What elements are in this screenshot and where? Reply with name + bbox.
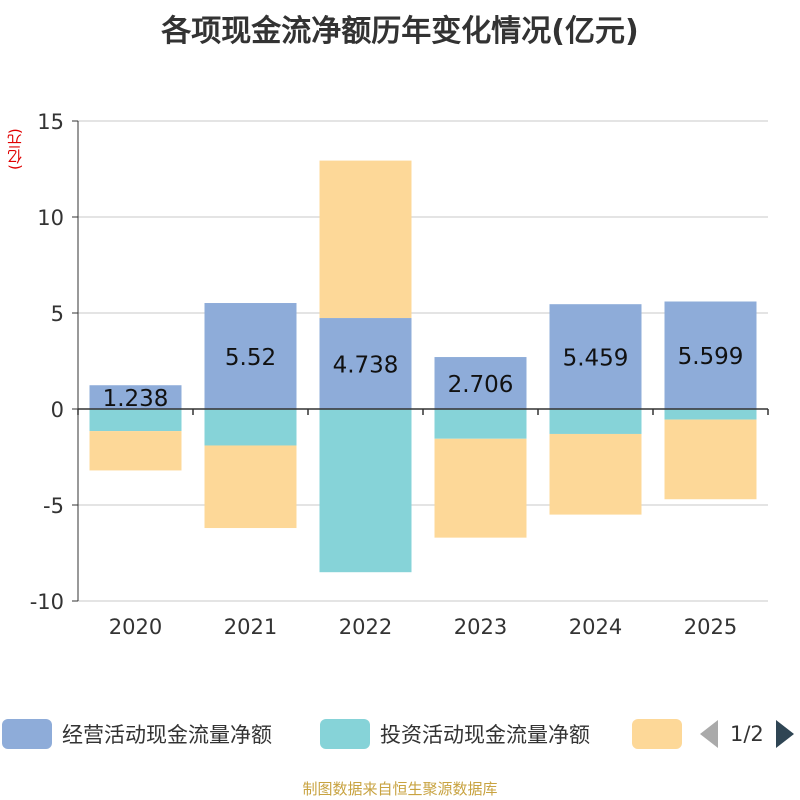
legend-page-indicator: 1/2	[730, 722, 764, 746]
bar-series2-2023	[434, 438, 527, 538]
bar-series0-2023	[434, 357, 527, 409]
legend-item-financing[interactable]	[632, 716, 682, 752]
bar-series2-2020	[89, 431, 182, 471]
bar-series0-2024	[549, 304, 642, 409]
bar-series1-2022	[319, 409, 412, 573]
y-tick-label: -5	[43, 494, 64, 518]
y-tick-label: 15	[37, 110, 64, 134]
legend-item-investing[interactable]: 投资活动现金流量净额	[320, 716, 590, 752]
data-label-2022: 4.738	[333, 353, 399, 379]
chart-title: 各项现金流净额历年变化情况(亿元)	[161, 14, 639, 49]
data-label-2020: 1.238	[103, 386, 169, 412]
y-tick-label: -10	[30, 590, 64, 614]
bar-series2-2021	[204, 445, 297, 529]
data-label-2023: 2.706	[448, 372, 514, 398]
data-label-2024: 5.459	[563, 346, 629, 372]
y-tick-label: 0	[51, 398, 64, 422]
bar-series2-2022	[319, 160, 412, 319]
legend-prev-page-icon[interactable]	[700, 720, 718, 748]
bar-series1-2025	[664, 409, 757, 420]
legend: 经营活动现金流量净额 投资活动现金流量净额 1/2	[0, 716, 800, 756]
x-tick-label-2020: 2020	[109, 615, 162, 639]
legend-pager: 1/2	[700, 716, 794, 752]
bar-series2-2024	[549, 433, 642, 515]
legend-label-investing: 投资活动现金流量净额	[380, 723, 590, 747]
bar-series1-2024	[549, 409, 642, 434]
bar-series1-2021	[204, 409, 297, 446]
bar-series0-2021	[204, 303, 297, 409]
y-tick-label: 5	[51, 302, 64, 326]
x-tick-label-2021: 2021	[224, 615, 277, 639]
legend-swatch-financing	[632, 719, 682, 749]
legend-swatch-investing	[320, 719, 370, 749]
legend-next-page-icon[interactable]	[775, 720, 794, 748]
data-label-2021: 5.52	[225, 345, 276, 371]
bar-series1-2020	[89, 409, 182, 432]
source-note: 制图数据来自恒生聚源数据库	[302, 780, 498, 798]
data-label-2025: 5.599	[678, 344, 744, 370]
bar-series0-2022	[319, 318, 412, 409]
x-tick-label-2024: 2024	[569, 615, 622, 639]
x-tick-label-2023: 2023	[454, 615, 507, 639]
y-tick-label: 10	[37, 206, 64, 230]
legend-item-operating[interactable]: 经营活动现金流量净额	[2, 716, 272, 752]
legend-swatch-operating	[2, 719, 52, 749]
x-tick-label-2022: 2022	[339, 615, 392, 639]
chart-plot: 15 10 5 0 -5 -10 1.238 5.52 4.738 2.706 5.459 5.599…	[30, 110, 769, 639]
bar-series0-2020	[89, 385, 182, 409]
x-tick-label-2025: 2025	[684, 615, 737, 639]
bar-series0-2025	[664, 301, 757, 409]
legend-label-operating: 经营活动现金流量净额	[62, 723, 272, 747]
bar-series2-2025	[664, 419, 757, 500]
bar-series1-2023	[434, 409, 527, 439]
